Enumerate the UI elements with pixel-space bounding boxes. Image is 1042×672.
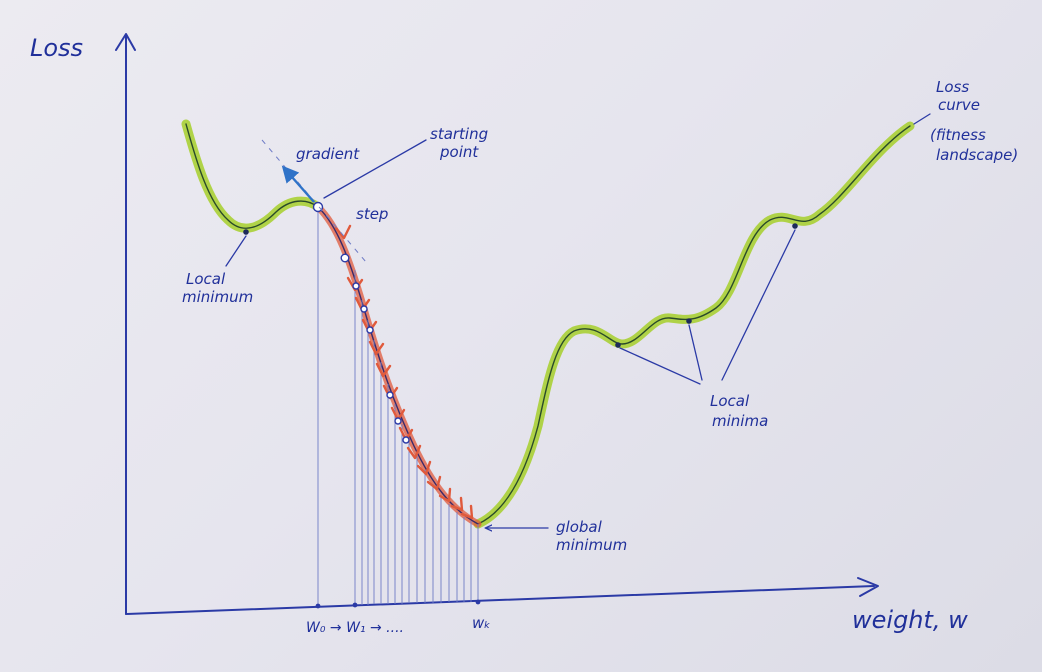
wk-tick-label: wₖ <box>472 614 491 632</box>
x-axis-label: weight, w <box>852 606 968 634</box>
minima-dots <box>243 223 798 348</box>
loss-curve-label-3: (fitness <box>930 126 986 144</box>
step-points <box>312 201 410 444</box>
local-minima-label-2: minima <box>712 412 768 430</box>
local-minimum-label-1: Local <box>186 270 226 288</box>
descent-path <box>314 203 482 528</box>
gradient-arrow <box>281 165 315 203</box>
w0-w1-tick-label: W₀ → W₁ → .... <box>306 620 404 636</box>
local-minima-label-1: Local <box>710 392 750 410</box>
local-minimum-label-2: minimum <box>182 288 253 306</box>
loss-curve-label-2: curve <box>938 96 980 114</box>
y-axis <box>115 33 136 615</box>
step-label: step <box>356 205 388 223</box>
x-axis <box>125 577 879 615</box>
starting-point-label-1: starting <box>430 125 488 143</box>
step-arrows <box>334 224 474 520</box>
global-minimum-label-1: global <box>556 518 603 536</box>
loss-curve-label-4: landscape) <box>936 146 1018 164</box>
x-ticks <box>315 599 481 609</box>
starting-point-label-2: point <box>439 143 479 161</box>
leader-lines <box>225 113 931 528</box>
loss-curve <box>181 119 915 529</box>
y-axis-label: Loss <box>30 34 83 62</box>
loss-curve-label-1: Loss <box>936 78 969 96</box>
projection-lines <box>317 207 479 606</box>
global-minimum-label-2: minimum <box>556 536 627 554</box>
gradient-label: gradient <box>296 145 360 163</box>
